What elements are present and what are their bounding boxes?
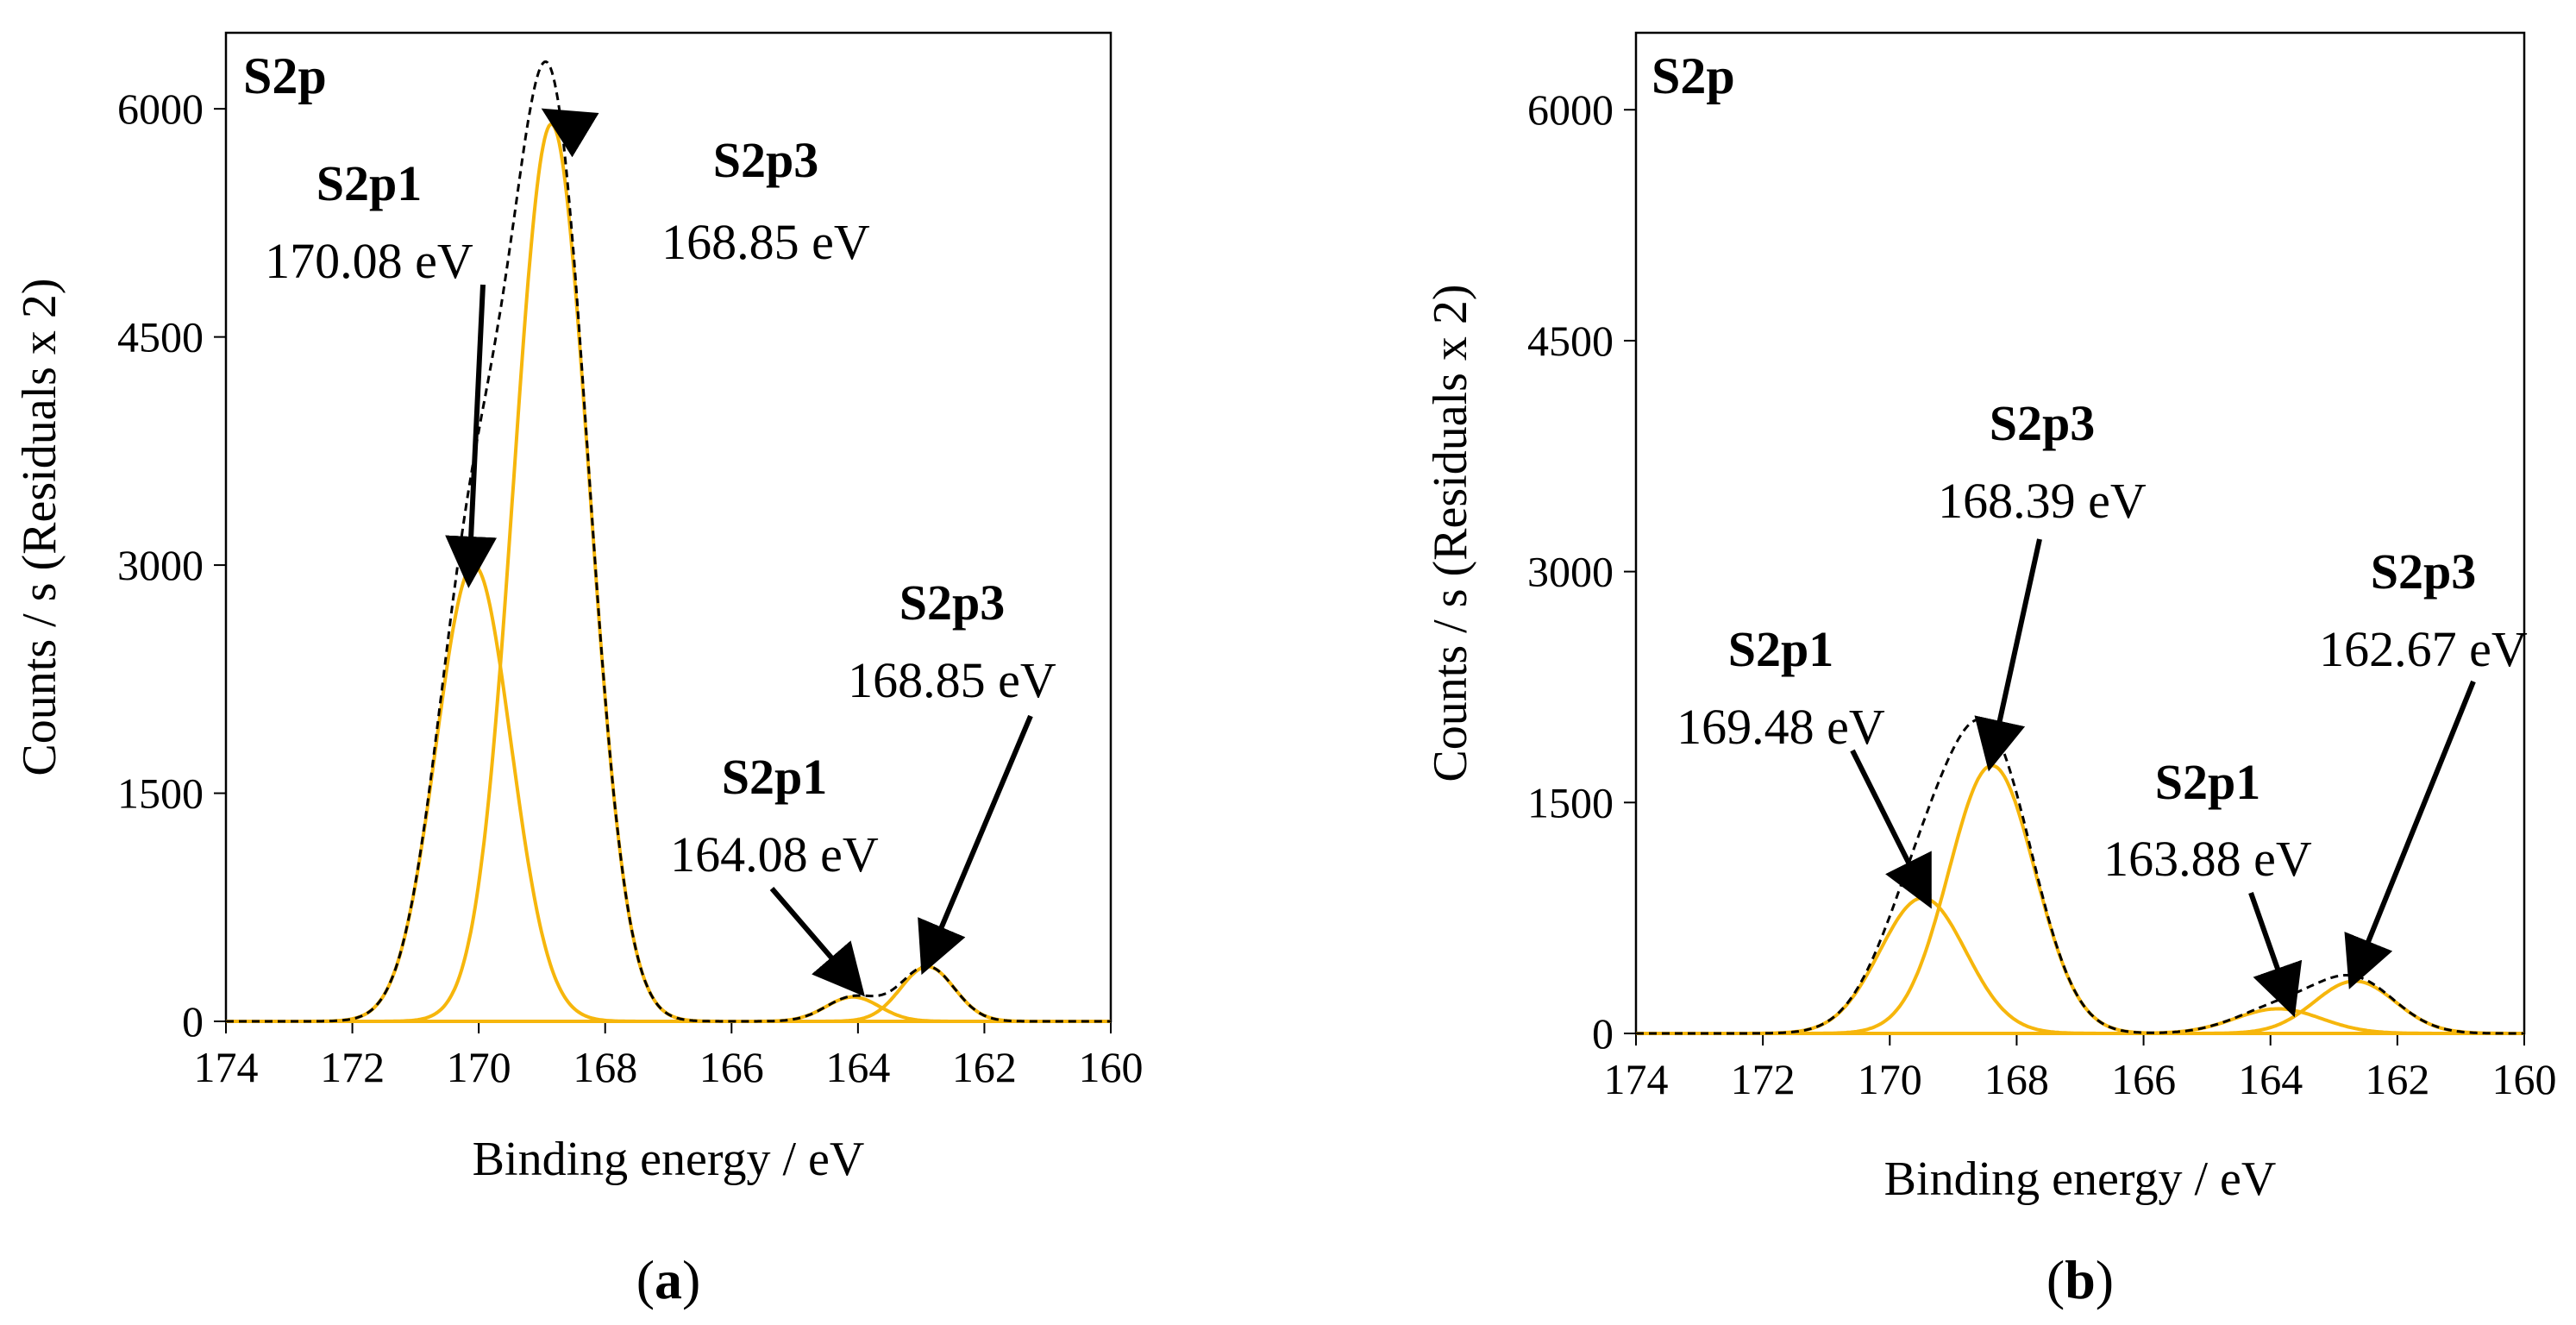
x-axis-title: Binding energy / eV bbox=[1884, 1152, 2277, 1206]
arrows bbox=[1850, 538, 2476, 1018]
component-peak-s2p3 bbox=[1636, 979, 2524, 1035]
annotation-value: 162.67 eV bbox=[2319, 621, 2528, 677]
panel-title: S2p bbox=[243, 47, 327, 104]
annotation-value: 168.39 eV bbox=[1938, 473, 2147, 529]
annotation-value: 164.08 eV bbox=[670, 826, 879, 882]
chart-panel-a: 174 172 170 168 166 164 162 160 0 1500 3000 4500 60… bbox=[13, 31, 1144, 1310]
annotation-title: S2p1 bbox=[722, 749, 828, 805]
y-tick-label: 6000 bbox=[1527, 85, 1614, 134]
x-tick-label: 164 bbox=[825, 1043, 890, 1091]
x-tick-label: 160 bbox=[1079, 1043, 1144, 1091]
x-tick-label: 172 bbox=[320, 1043, 385, 1091]
annotation-value: 168.85 eV bbox=[848, 652, 1056, 708]
x-tick-label: 172 bbox=[1731, 1055, 1796, 1103]
x-tick-label: 174 bbox=[194, 1043, 259, 1091]
y-tick-label: 0 bbox=[182, 997, 204, 1046]
y-tick-label: 4500 bbox=[117, 313, 204, 361]
x-tick-label: 164 bbox=[2238, 1055, 2303, 1103]
annotation-title: S2p3 bbox=[713, 132, 819, 188]
annotation-arrow bbox=[445, 284, 498, 588]
x-tick-label: 170 bbox=[1858, 1055, 1922, 1103]
annotation-title: S2p1 bbox=[2155, 754, 2261, 810]
annotation-value: 169.48 eV bbox=[1677, 699, 1885, 755]
curves bbox=[1636, 718, 2524, 1035]
y-tick-label: 3000 bbox=[1527, 548, 1614, 596]
annotation-arrow bbox=[1974, 538, 2042, 772]
x-tick-label: 160 bbox=[2492, 1055, 2557, 1103]
annotation-title: S2p3 bbox=[1990, 395, 2096, 451]
annotation-title: S2p1 bbox=[317, 155, 423, 211]
arrows bbox=[445, 108, 1033, 997]
x-tick-label: 162 bbox=[952, 1043, 1017, 1091]
annotation-value: 168.85 eV bbox=[661, 214, 870, 270]
component-peak-s2p3 bbox=[1636, 763, 2524, 1035]
annotation-value: 163.88 eV bbox=[2103, 831, 2312, 887]
x-tick-label: 166 bbox=[699, 1043, 764, 1091]
chart-panel-b: 174 172 170 168 166 164 162 160 0 1500 3000 4500 60… bbox=[1424, 31, 2557, 1310]
subfigure-caption: (a) bbox=[636, 1249, 701, 1310]
x-tick-label: 168 bbox=[573, 1043, 637, 1091]
x-tick-label: 162 bbox=[2365, 1055, 2429, 1103]
annotation-arrow bbox=[769, 887, 865, 997]
curves bbox=[226, 60, 1111, 1023]
annotation-arrow bbox=[2344, 680, 2476, 989]
subfigure-caption: (b) bbox=[2046, 1249, 2114, 1310]
y-axis: 0 1500 3000 4500 6000 bbox=[1527, 85, 1636, 1058]
annotation-arrow bbox=[541, 108, 599, 158]
x-axis-title: Binding energy / eV bbox=[473, 1133, 865, 1186]
annotation-arrow bbox=[918, 714, 1033, 976]
annotation-value: 170.08 eV bbox=[265, 233, 473, 289]
x-axis: 174 172 170 168 166 164 162 160 bbox=[1604, 1033, 2557, 1103]
y-tick-label: 1500 bbox=[1527, 778, 1614, 826]
panel-title: S2p bbox=[1652, 47, 1735, 104]
y-tick-label: 6000 bbox=[117, 85, 204, 133]
x-tick-label: 174 bbox=[1604, 1055, 1669, 1103]
y-axis-title: Counts / s (Residuals x 2) bbox=[1424, 284, 1477, 782]
annotation-arrow bbox=[1850, 749, 1932, 909]
annotation-title: S2p3 bbox=[899, 575, 1006, 631]
y-axis: 0 1500 3000 4500 6000 bbox=[117, 85, 226, 1046]
x-axis: 174 172 170 168 166 164 162 160 bbox=[194, 1021, 1144, 1091]
annotation-title: S2p1 bbox=[1728, 621, 1834, 677]
component-peak-s2p1 bbox=[1636, 896, 2524, 1035]
x-tick-label: 170 bbox=[447, 1043, 511, 1091]
y-axis-title: Counts / s (Residuals x 2) bbox=[13, 278, 66, 776]
component-peak-s2p1 bbox=[1636, 1007, 2524, 1035]
annotation-arrow bbox=[2248, 892, 2303, 1018]
component-peak-s2p1 bbox=[226, 563, 1111, 1023]
y-tick-label: 1500 bbox=[117, 769, 204, 818]
y-tick-label: 0 bbox=[1592, 1009, 1614, 1058]
y-tick-label: 3000 bbox=[117, 541, 204, 589]
annotation-title: S2p3 bbox=[2371, 543, 2477, 600]
x-tick-label: 168 bbox=[1984, 1055, 2049, 1103]
envelope-fit bbox=[1636, 718, 2524, 1035]
envelope-fit bbox=[226, 60, 1111, 1023]
x-tick-label: 166 bbox=[2111, 1055, 2176, 1103]
y-tick-label: 4500 bbox=[1527, 317, 1614, 365]
